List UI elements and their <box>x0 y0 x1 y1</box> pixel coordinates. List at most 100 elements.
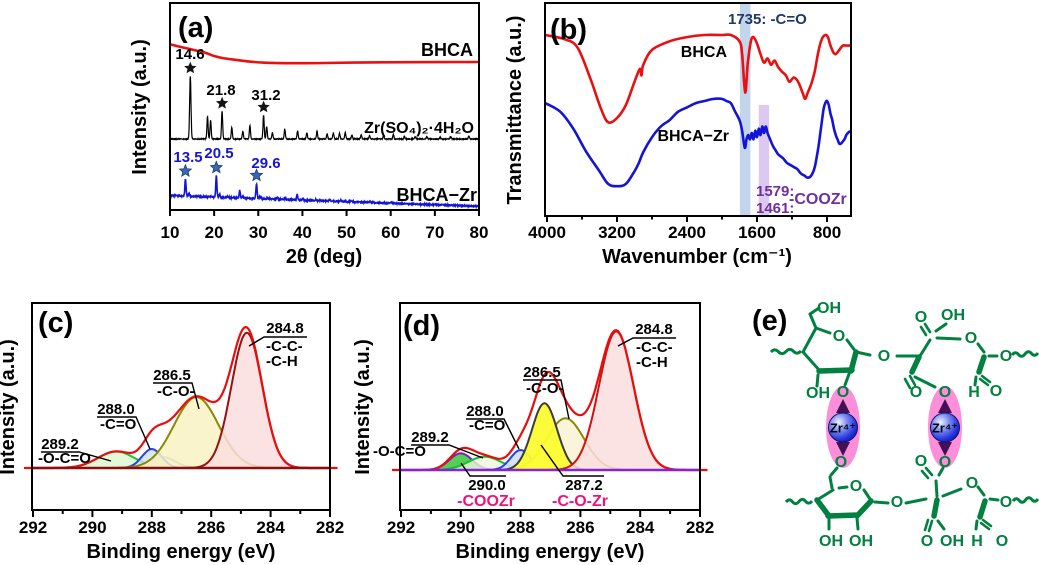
c-label-286-5: 286.5 <box>153 367 191 384</box>
b-annotation-1579: 1579: <box>756 183 794 200</box>
e-atom-label-oh: OH <box>941 307 965 324</box>
e-wavy-bond <box>1010 350 1039 358</box>
d-panel-tag: (d) <box>403 310 440 342</box>
e-atom-label-o: O <box>990 383 1002 400</box>
tick-label: 20 <box>205 223 224 242</box>
b-annotation-1461: 1461: <box>756 200 794 217</box>
e-atom-label-oh: OH <box>806 385 830 402</box>
tick-label: 290 <box>447 518 475 537</box>
a-panel-tag: (a) <box>178 12 213 44</box>
e-atom-label-o: O <box>966 475 978 492</box>
e-atom-label-o: O <box>915 453 927 470</box>
a-peak-label-14-6: 14.6 <box>175 46 204 63</box>
a-series-label-bhca-zr: BHCA−Zr <box>396 185 477 205</box>
c-callout-288-0 <box>97 416 151 450</box>
ftir-curve-bhca-zr <box>544 97 852 188</box>
c-callout-284-8 <box>248 336 307 347</box>
tick-label: 282 <box>316 518 344 537</box>
c-label-co: -C-O- <box>157 383 195 400</box>
d-label-287-2: 287.2 <box>565 477 603 494</box>
e-atom-label-oh: OH <box>940 533 964 550</box>
b-xaxis-label: Wavenumber (cm⁻¹) <box>602 246 792 268</box>
e-single-bonds <box>801 306 1000 531</box>
b-yaxis-label: Transmittance (a.u.) <box>504 16 526 205</box>
tick-label: 3200 <box>598 223 636 242</box>
tick-label: 30 <box>249 223 268 242</box>
e-atom-label-o: O <box>915 309 927 326</box>
c-label-oc=o: -O-C=O <box>38 450 91 467</box>
c-label-288-0: 288.0 <box>97 401 135 418</box>
ftir-band-1579-1461 <box>758 105 770 216</box>
tick-label: 286 <box>197 518 225 537</box>
e-atom-label-o: O <box>910 384 922 401</box>
tick-label: 292 <box>19 518 47 537</box>
e-atom-label-o: O <box>850 478 862 495</box>
a-peak-label-29-6: 29.6 <box>251 155 280 172</box>
e-atom-label-o: O <box>1000 494 1012 511</box>
tick-label: 288 <box>138 518 166 537</box>
e-arrow-down-right <box>938 442 952 456</box>
xrd-trace-bhca <box>169 43 480 65</box>
d-label-289-2: 289.2 <box>411 429 449 446</box>
xps-envelope <box>24 325 338 470</box>
xrd-star-black <box>184 61 197 74</box>
d-label-coozr: -COOZr <box>457 493 515 510</box>
c-label-c=o: -C=O <box>100 416 137 433</box>
e-zr-ion-label-left: Zr⁴⁺ <box>830 421 856 436</box>
c-label-ccch-2: -C-H <box>266 353 298 370</box>
e-zr-ion-sphere-left <box>828 412 858 443</box>
tick-label: 290 <box>78 518 106 537</box>
ftir-curve-bhca <box>545 33 851 124</box>
e-atom-label-o: O <box>965 330 977 347</box>
d-callout-284-8 <box>617 337 676 347</box>
a-series-label-bhca: BHCA <box>421 40 473 60</box>
e-atom-label-oh: OH <box>817 300 841 317</box>
a-peak-label-31-2: 31.2 <box>251 87 280 104</box>
tick-label: 80 <box>470 223 489 242</box>
a-yaxis-label: Intensity (a.u.) <box>129 39 151 175</box>
tick-label: 60 <box>381 223 400 242</box>
e-arrow-up-right <box>938 399 952 413</box>
tick-label: 50 <box>337 223 356 242</box>
b-panel-tag: (b) <box>550 14 587 46</box>
xrd-star-blue <box>209 160 224 174</box>
tick-label: 284 <box>256 518 285 537</box>
e-wavy-bond <box>769 347 803 356</box>
e-atom-label-o: O <box>1000 348 1012 365</box>
d-label-288-0: 288.0 <box>466 403 504 420</box>
xrd-star-blue <box>249 168 264 182</box>
panel-a-xrd: 10 20 30 40 50 60 70 80 (a) BHCA Zr(SO₄)₂·4H₂O … <box>129 2 489 268</box>
c-xaxis-label: Binding energy (eV) <box>87 541 276 563</box>
e-atom-label-h: H <box>971 533 983 550</box>
xrd-star-black <box>257 100 270 113</box>
a-peak-label-13-5: 13.5 <box>173 149 202 166</box>
e-atom-label-o: O <box>833 328 845 345</box>
e-atom-label-oh: OH <box>849 533 873 550</box>
tick-label: 286 <box>566 518 594 537</box>
e-wavy-bond <box>784 497 814 506</box>
e-atom-label-o: O <box>939 454 951 471</box>
e-atom-label-h: H <box>968 384 980 401</box>
c-panel-tag: (c) <box>38 307 73 339</box>
tick-label: 1600 <box>738 223 776 242</box>
c-callout-286-5 <box>153 382 200 410</box>
xps-envelope <box>392 329 708 472</box>
panel-c-xps-bhca: 292 290 288 286 284 282 284.8 -C-C- -C-H 286.… <box>0 302 344 563</box>
d-callout-287-2 <box>540 444 604 477</box>
d-label-co: -C-O- <box>526 380 564 397</box>
b-plot-box <box>544 2 852 217</box>
e-atom-label-o: O <box>837 384 849 401</box>
e-wedge-bonds <box>814 349 988 520</box>
d-label-cozr: -C-O-Zr <box>552 493 608 510</box>
tick-label: 292 <box>387 518 415 537</box>
panel-b-ftir: 4000 3200 2400 1600 800 (b) BHCA BHCA−Zr 173… <box>504 2 852 268</box>
d-yaxis-label: Intensity (a.u.) <box>352 339 374 475</box>
e-wavy-bond <box>1011 496 1039 504</box>
e-atom-label-o: O <box>921 533 933 550</box>
d-callout-289-2 <box>411 444 484 459</box>
a-xaxis-label: 2θ (deg) <box>286 246 362 268</box>
d-label-286-5: 286.5 <box>523 364 561 381</box>
